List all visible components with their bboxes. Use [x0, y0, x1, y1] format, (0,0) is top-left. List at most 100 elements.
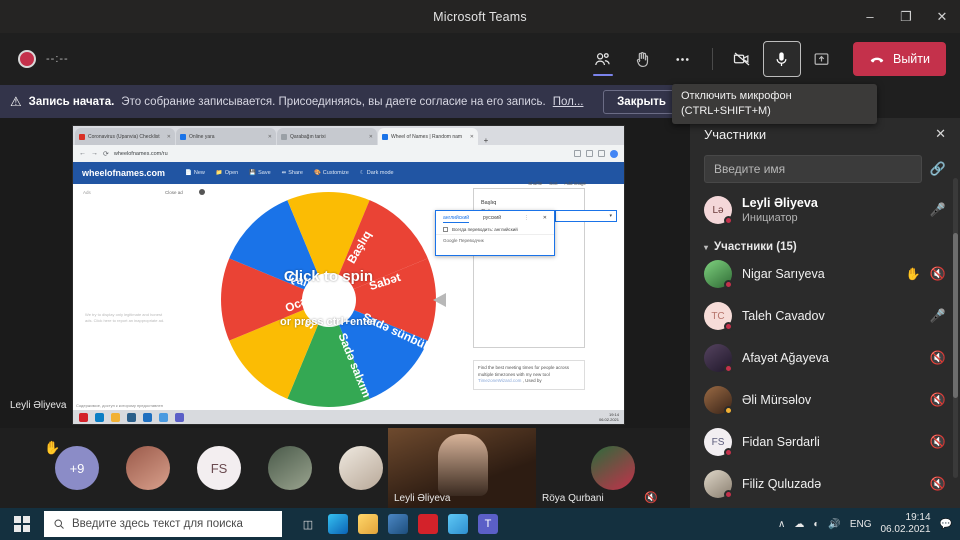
browser-tab-active[interactable]: Wheel of Names | Random nam ✕ [378, 128, 478, 145]
roster-scroll-thumb[interactable] [953, 233, 958, 398]
participants-panel-close-button[interactable]: ✕ [935, 126, 946, 141]
edge-icon[interactable] [328, 514, 348, 534]
back-icon[interactable]: ← [79, 150, 86, 157]
bookmark-icon[interactable] [598, 150, 605, 157]
translate-language-select[interactable]: ▾ [555, 210, 617, 222]
participant-row[interactable]: Əli Mürsəlov 🔇 [704, 379, 946, 421]
close-button[interactable]: ✕ [936, 8, 948, 24]
overflow-tile[interactable]: ✋ +9 [44, 428, 110, 508]
toggle-mic-button[interactable] [762, 41, 801, 77]
participant-row[interactable]: Nigar Sarıyeva ✋ 🔇 [704, 253, 946, 295]
translate-icon[interactable] [574, 150, 581, 157]
avatar[interactable] [704, 386, 733, 415]
overflow-count-avatar[interactable]: +9 [55, 446, 99, 490]
extension-icon[interactable] [586, 150, 593, 157]
onedrive-icon[interactable]: ☁ [794, 518, 805, 530]
menu-open[interactable]: 📁 Open [215, 170, 239, 176]
avatar[interactable] [704, 344, 733, 373]
leave-meeting-button[interactable]: Выйти [852, 42, 946, 76]
promo-link[interactable]: TimezoneWizard.com [478, 378, 522, 383]
menu-save[interactable]: 💾 Save [249, 170, 271, 176]
show-participants-button[interactable] [584, 41, 622, 77]
participant-tile[interactable]: FS [186, 428, 252, 508]
participant-tile[interactable] [328, 428, 394, 508]
participant-row[interactable]: Afayət Ağayeva 🔇 [704, 337, 946, 379]
mic-on-icon[interactable]: 🎤 [929, 308, 946, 323]
browser-tab[interactable]: Online yara ✕ [176, 128, 276, 145]
menu-share[interactable]: ⇚ Share [281, 170, 303, 176]
browser-tab[interactable]: Qarabağın tarixi ✕ [277, 128, 377, 145]
promo-ad[interactable]: Find the best meeting times for people a… [473, 360, 585, 390]
close-ads-link[interactable]: Close ad [165, 190, 183, 195]
spin-wheel[interactable]: Başlıq Sabət Sadə sünbül Sadə salxım Sad… [221, 192, 446, 407]
start-button[interactable] [0, 516, 44, 532]
avatar[interactable] [268, 446, 312, 490]
forward-icon[interactable]: → [91, 150, 98, 157]
mail-icon[interactable] [448, 514, 468, 534]
mic-muted-icon[interactable]: 🔇 [929, 266, 946, 281]
avatar[interactable]: FS [704, 428, 733, 457]
banner-link[interactable]: Пол... [552, 95, 584, 108]
participant-tile[interactable] [257, 428, 323, 508]
taskbar-search-input[interactable]: Введите здесь текст для поиска [44, 511, 282, 537]
browser-tab[interactable]: Coronavirus (Upanvia) Checklist ✕ [75, 128, 175, 145]
network-icon[interactable]: ◐ [813, 518, 820, 530]
translate-close-icon[interactable]: ✕ [542, 215, 547, 221]
opera-icon[interactable] [418, 514, 438, 534]
tab-close-icon[interactable]: ✕ [368, 133, 373, 140]
mic-on-icon[interactable]: 🎤 [929, 202, 946, 217]
host-row[interactable]: Lə Leyli Əliyeva Инициатор 🎤 [704, 188, 946, 232]
translate-menu-icon[interactable]: ⋮ [523, 215, 529, 221]
translate-tab-target[interactable]: русский [483, 215, 501, 221]
video-tile-active-speaker[interactable]: Leyli Əliyeva [388, 428, 536, 508]
avatar[interactable]: FS [197, 446, 241, 490]
more-actions-button[interactable] [664, 41, 702, 77]
volume-icon[interactable]: 🔊 [828, 518, 841, 530]
chevron-down-icon[interactable]: ▾ [704, 242, 709, 252]
avatar[interactable]: Lə [704, 196, 733, 225]
mic-muted-icon[interactable]: 🔇 [929, 476, 946, 491]
taskbar-clock[interactable]: 19:14 06.02.2021 [880, 512, 930, 536]
file-explorer-icon[interactable] [358, 514, 378, 534]
menu-dark-mode[interactable]: ☾ Dark mode [359, 170, 394, 176]
tab-close-icon[interactable]: ✕ [166, 133, 171, 140]
roster-scrollbar[interactable] [953, 178, 958, 478]
profile-avatar-icon[interactable] [610, 149, 618, 158]
minimize-button[interactable]: – [866, 9, 874, 24]
language-indicator[interactable]: ENG [849, 518, 872, 530]
checkbox-icon[interactable] [443, 227, 448, 232]
mic-muted-icon[interactable]: 🔇 [929, 350, 946, 365]
search-input[interactable]: Введите имя [704, 155, 922, 183]
participant-row[interactable]: TC Taleh Cavadov 🎤 [704, 295, 946, 337]
translate-tab-source[interactable]: английский [443, 215, 470, 223]
toggle-camera-button[interactable] [723, 41, 761, 77]
mic-muted-icon[interactable]: 🔇 [929, 434, 946, 449]
new-tab-button[interactable]: + [483, 136, 489, 145]
banner-close-button[interactable]: Закрыть [603, 89, 680, 114]
notification-center-icon[interactable]: 💬 [939, 518, 952, 530]
share-invite-link-icon[interactable]: 🔗 [929, 161, 946, 176]
sort-button[interactable]: Sort [549, 181, 558, 186]
store-icon[interactable] [388, 514, 408, 534]
menu-new[interactable]: 📄 New [185, 170, 205, 176]
add-image-button[interactable]: Add image [564, 181, 586, 186]
maximize-button[interactable]: ❐ [900, 8, 912, 24]
wheel-hub[interactable] [301, 272, 356, 327]
translate-popup[interactable]: английский русский ⋮ ✕ Всегда переводить… [435, 210, 555, 256]
shuffle-button[interactable]: Shuffle [528, 181, 543, 186]
task-view-icon[interactable]: ◫ [302, 518, 314, 531]
wheel-graphic[interactable]: Başlıq Sabət Sadə sünbül Sadə salxım Sad… [221, 192, 436, 407]
reload-icon[interactable]: ⟳ [103, 150, 109, 158]
avatar[interactable] [126, 446, 170, 490]
raise-hand-button[interactable] [624, 41, 662, 77]
mic-muted-icon[interactable]: 🔇 [929, 392, 946, 407]
avatar[interactable] [591, 446, 635, 490]
participants-section-header[interactable]: ▾ Участники (15) [704, 241, 946, 253]
menu-customize[interactable]: 🎨 Customize [313, 170, 349, 176]
tab-close-icon[interactable]: ✕ [469, 133, 474, 140]
video-tile[interactable]: Röya Qurbani 🔇 [536, 428, 690, 508]
participant-row[interactable]: FS Fidan Sərdarli 🔇 [704, 421, 946, 463]
translate-always-row[interactable]: Всегда переводить: английский [436, 225, 554, 234]
avatar[interactable] [704, 260, 733, 289]
avatar[interactable]: TC [704, 302, 733, 331]
